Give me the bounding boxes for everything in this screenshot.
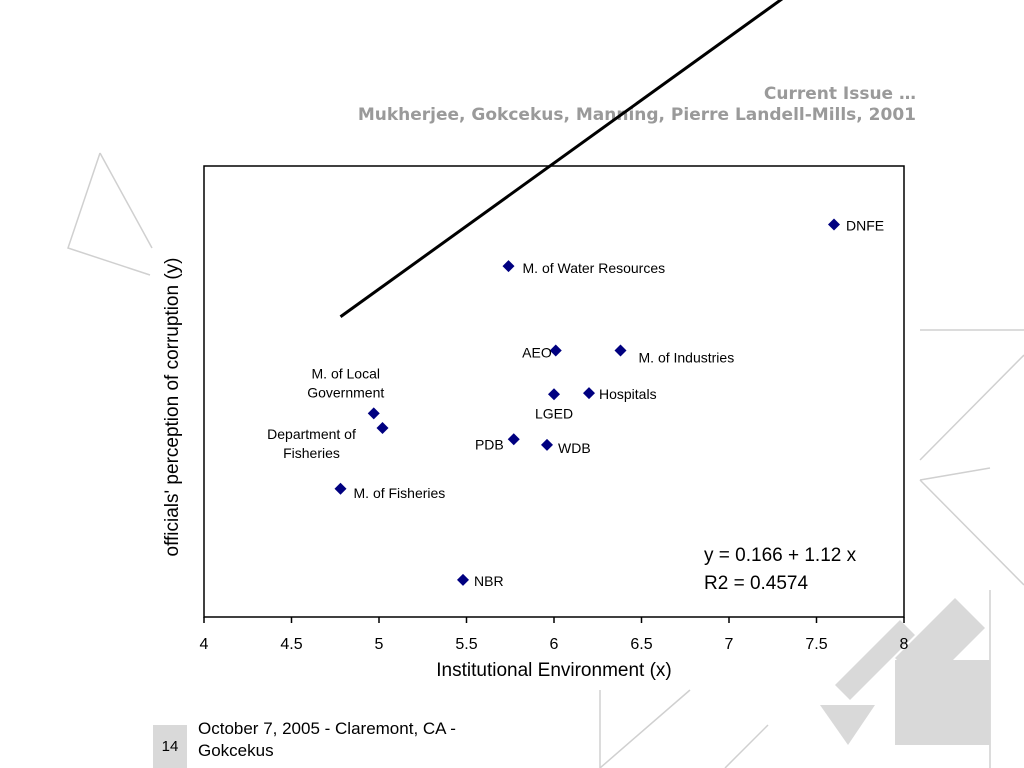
x-axis-label: Institutional Environment (x)	[436, 660, 672, 681]
x-tick-label: 6	[550, 636, 559, 653]
x-tick-label: 7.5	[805, 636, 827, 653]
data-point-label: M. of Local Government	[307, 365, 384, 400]
data-point-marker	[334, 482, 347, 495]
x-tick-label: 5.5	[455, 636, 477, 653]
x-tick-label: 5	[375, 636, 384, 653]
data-point-label: Hospitals	[599, 386, 657, 402]
regression-equation: y = 0.166 + 1.12 x	[704, 545, 857, 566]
x-tick-label: 6.5	[630, 636, 652, 653]
r-squared: R2 = 0.4574	[704, 573, 808, 594]
x-tick-label: 4.5	[280, 636, 302, 653]
slide-header: Current Issue … Mukherjee, Gokcekus, Man…	[358, 84, 916, 126]
slide-title: Current Issue …	[763, 84, 916, 104]
data-point-label: M. of Industries	[639, 349, 735, 365]
data-point-marker	[457, 573, 469, 586]
data-point-marker	[583, 387, 595, 400]
data-point-label: LGED	[535, 405, 573, 421]
x-axis: 4 4.5 5 5.5 6 6.5 7 7.5 8	[200, 617, 909, 653]
data-point-marker	[548, 388, 560, 401]
x-tick-label: 7	[725, 636, 734, 653]
data-point-marker	[502, 260, 515, 273]
regression-line	[339, 0, 784, 318]
data-point-marker	[828, 218, 840, 231]
data-point-label: PDB	[475, 436, 504, 452]
data-point-marker	[376, 422, 389, 435]
data-point-label: Department of Fisheries	[267, 426, 356, 461]
y-axis-label: officials' perception of corruption (y)	[162, 258, 183, 557]
x-tick-label: 8	[900, 636, 909, 653]
data-points: DNFE M. of Water Resources AEO M. of Indust…	[267, 217, 884, 588]
data-point-marker	[549, 344, 562, 357]
data-point-marker	[367, 407, 380, 420]
data-point-label: DNFE	[846, 217, 884, 233]
x-tick-label: 4	[200, 636, 209, 653]
data-point-marker	[507, 433, 520, 446]
slide-number: 14	[153, 725, 187, 768]
data-point-marker	[541, 438, 553, 451]
data-point-label: AEO	[522, 344, 552, 360]
data-point-label: NBR	[474, 573, 504, 589]
data-point-marker	[614, 344, 627, 357]
data-point-label: WDB	[558, 440, 591, 456]
footer-text: October 7, 2005 - Claremont, CA - Gokcek…	[198, 719, 456, 760]
data-point-label: M. of Water Resources	[523, 260, 666, 276]
slide-authors: Mukherjee, Gokcekus, Manning, Pierre Lan…	[357, 105, 916, 125]
data-point-label: M. of Fisheries	[354, 485, 446, 501]
